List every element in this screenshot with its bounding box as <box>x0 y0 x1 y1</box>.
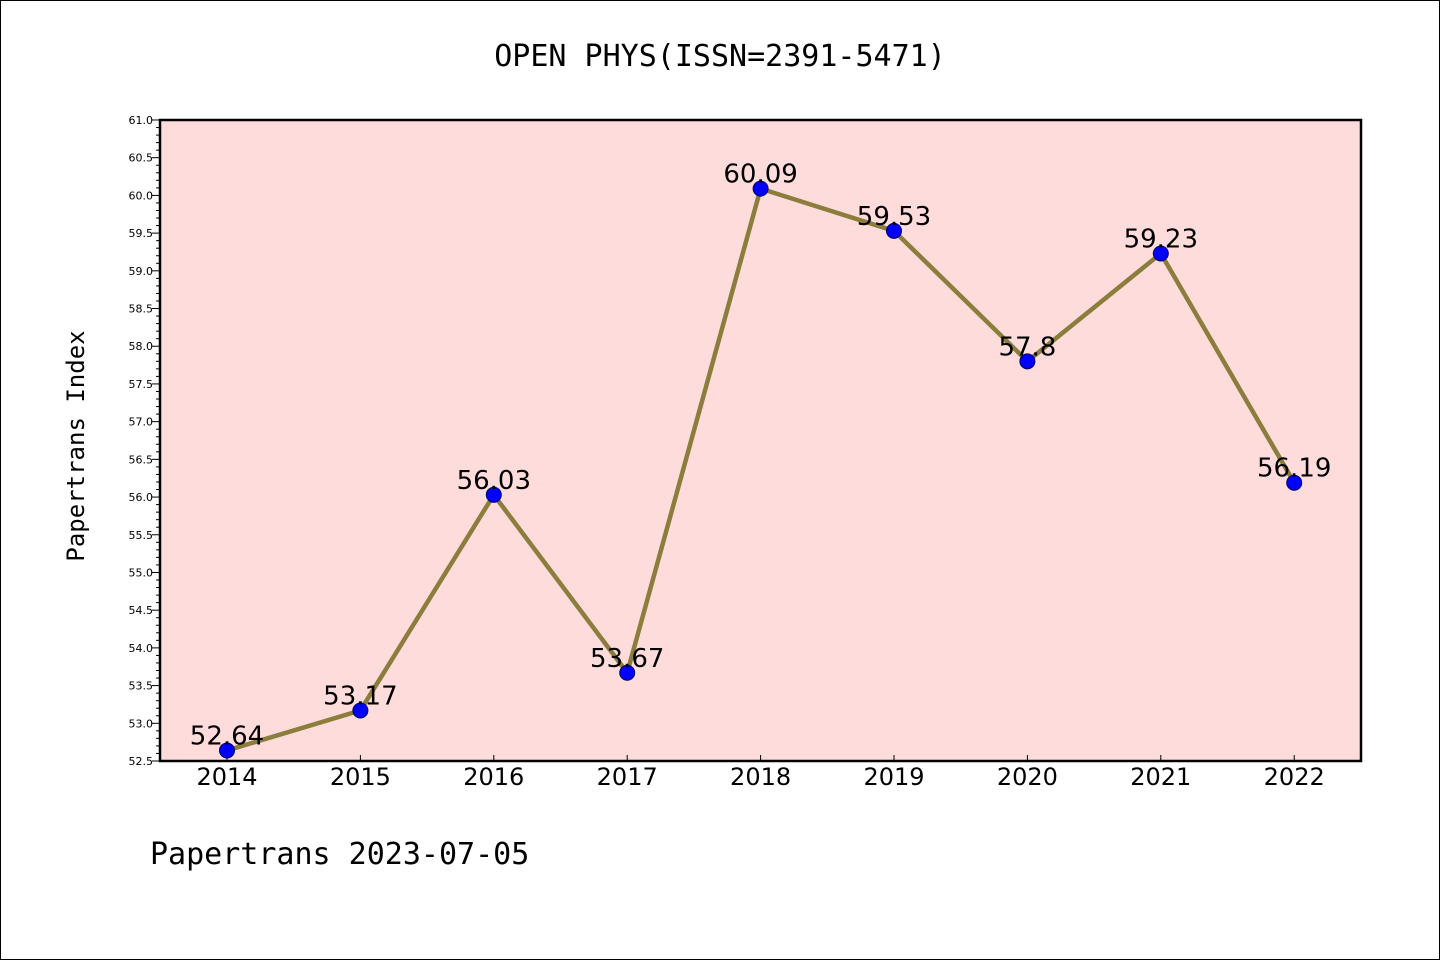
x-tick-label: 2014 <box>196 763 257 791</box>
y-tick-label: 53.5 <box>129 680 154 693</box>
x-tick-label: 2020 <box>997 763 1058 791</box>
x-tick-label: 2018 <box>730 763 791 791</box>
y-tick-label: 60.5 <box>129 152 154 165</box>
y-tick-label: 56.0 <box>129 491 154 504</box>
x-tick-label: 2015 <box>330 763 391 791</box>
data-point <box>619 664 636 681</box>
y-tick-label: 54.0 <box>129 642 154 655</box>
plot-border <box>158 118 1363 763</box>
data-point <box>485 486 502 503</box>
x-tick-label: 2019 <box>863 763 924 791</box>
y-tick-label: 58.5 <box>129 303 154 316</box>
y-tick-label: 55.0 <box>129 566 154 579</box>
x-axis: 2014 2015 2016 2017 2018 2019 2020 2021 2022 <box>196 755 1325 791</box>
y-axis-label: Papertrans Index <box>62 330 90 561</box>
data-label: 53.67 <box>590 644 664 674</box>
y-tick-label: 57.5 <box>129 378 154 391</box>
data-label: 56.03 <box>457 466 531 496</box>
data-labels: 52.64 53.17 56.03 53.67 60.09 59.53 57.8 59.23 5… <box>190 160 1332 752</box>
data-label: 59.23 <box>1124 224 1198 254</box>
y-tick-label: 54.5 <box>129 604 154 617</box>
data-point <box>219 742 235 759</box>
plot-area <box>160 120 1361 761</box>
data-point <box>1286 474 1303 491</box>
data-label: 56.19 <box>1257 454 1331 484</box>
data-label: 59.53 <box>857 202 931 232</box>
data-points <box>219 180 1303 759</box>
y-axis: 52.5 53.0 53.5 54.0 54.5 55.0 55.5 56.0 56.5 57.0… <box>129 114 160 768</box>
data-point <box>886 222 902 239</box>
y-tick-label: 53.0 <box>129 717 154 730</box>
x-tick-label: 2016 <box>463 763 524 791</box>
data-point <box>1152 245 1169 262</box>
data-label: 60.09 <box>723 160 797 190</box>
chart-title: OPEN PHYS(ISSN=2391-5471) <box>494 39 946 74</box>
x-tick-label: 2021 <box>1130 763 1191 791</box>
data-label: 52.64 <box>190 721 264 751</box>
y-tick-label: 60.0 <box>129 189 154 202</box>
y-tick-label: 57.0 <box>129 416 154 429</box>
data-label: 57.8 <box>998 332 1056 362</box>
y-tick-label: 59.0 <box>129 265 154 278</box>
y-tick-label: 59.5 <box>129 227 154 240</box>
data-point <box>352 702 369 719</box>
x-tick-label: 2017 <box>597 763 658 791</box>
y-tick-label: 56.5 <box>129 453 154 466</box>
y-tick-label: 55.5 <box>129 529 154 542</box>
footer-date: Papertrans 2023-07-05 <box>150 837 529 872</box>
data-point <box>1019 353 1036 370</box>
y-tick-label: 61.0 <box>129 114 154 127</box>
data-point <box>752 180 769 197</box>
x-tick-label: 2022 <box>1264 763 1325 791</box>
y-tick-label: 58.0 <box>129 340 154 353</box>
y-tick-label: 52.5 <box>129 755 154 768</box>
data-label: 53.17 <box>323 681 397 711</box>
